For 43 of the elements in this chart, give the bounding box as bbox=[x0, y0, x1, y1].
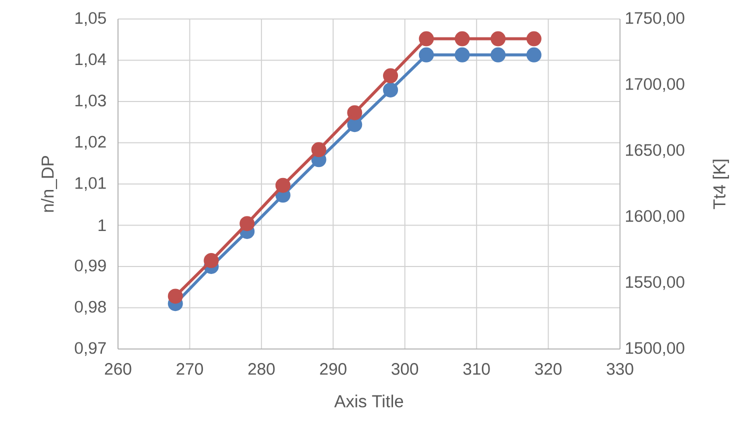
y-tick-label: 0,99 bbox=[74, 260, 106, 274]
point bbox=[240, 216, 255, 232]
point bbox=[490, 47, 506, 62]
x-tick-label: 310 bbox=[463, 363, 490, 375]
point bbox=[347, 105, 362, 120]
y2-tick-label: 1750,00 bbox=[626, 12, 684, 26]
y-tick-label: 1,03 bbox=[75, 94, 106, 108]
x-axis-title: Axis Title bbox=[334, 394, 404, 408]
point bbox=[347, 117, 362, 132]
point bbox=[168, 288, 183, 304]
y-tick-label: 1,05 bbox=[75, 12, 106, 26]
y2-tick-label: 1600,00 bbox=[626, 210, 684, 224]
point bbox=[383, 82, 398, 98]
x-tick-label: 280 bbox=[248, 363, 275, 375]
x-tick-label: 270 bbox=[176, 363, 203, 375]
point bbox=[454, 47, 470, 62]
y2-tick-label: 1700,00 bbox=[626, 78, 684, 92]
point bbox=[204, 253, 219, 268]
x-tick-label: 290 bbox=[320, 363, 346, 375]
point bbox=[454, 31, 470, 46]
y2-tick-label: 1500,00 bbox=[626, 342, 684, 356]
point bbox=[418, 47, 434, 62]
y-tick-label: 1 bbox=[98, 220, 106, 231]
x-tick-label: 320 bbox=[535, 363, 562, 375]
x-tick-label: 260 bbox=[104, 363, 132, 375]
point bbox=[418, 31, 434, 46]
point bbox=[311, 142, 326, 158]
y2-tick-label: 1550,00 bbox=[626, 276, 684, 290]
y-tick-label: 1,01 bbox=[75, 177, 106, 191]
point bbox=[383, 68, 398, 84]
y2-tick-label: 1650,00 bbox=[626, 144, 684, 158]
y-tick-label: 1,02 bbox=[75, 136, 106, 150]
x-tick-label: 300 bbox=[392, 363, 418, 375]
point bbox=[275, 178, 290, 193]
point bbox=[526, 31, 542, 46]
point bbox=[490, 31, 506, 46]
y-tick-label: 0,98 bbox=[74, 300, 106, 315]
y2-axis-title: Tt4 [K] bbox=[712, 160, 729, 210]
y-axis-title: n/n_DP bbox=[41, 156, 58, 212]
y-tick-label: 0,97 bbox=[74, 342, 106, 356]
y-tick-label: 1,04 bbox=[75, 53, 106, 68]
x-tick-label: 330 bbox=[606, 363, 634, 375]
point bbox=[526, 47, 542, 62]
